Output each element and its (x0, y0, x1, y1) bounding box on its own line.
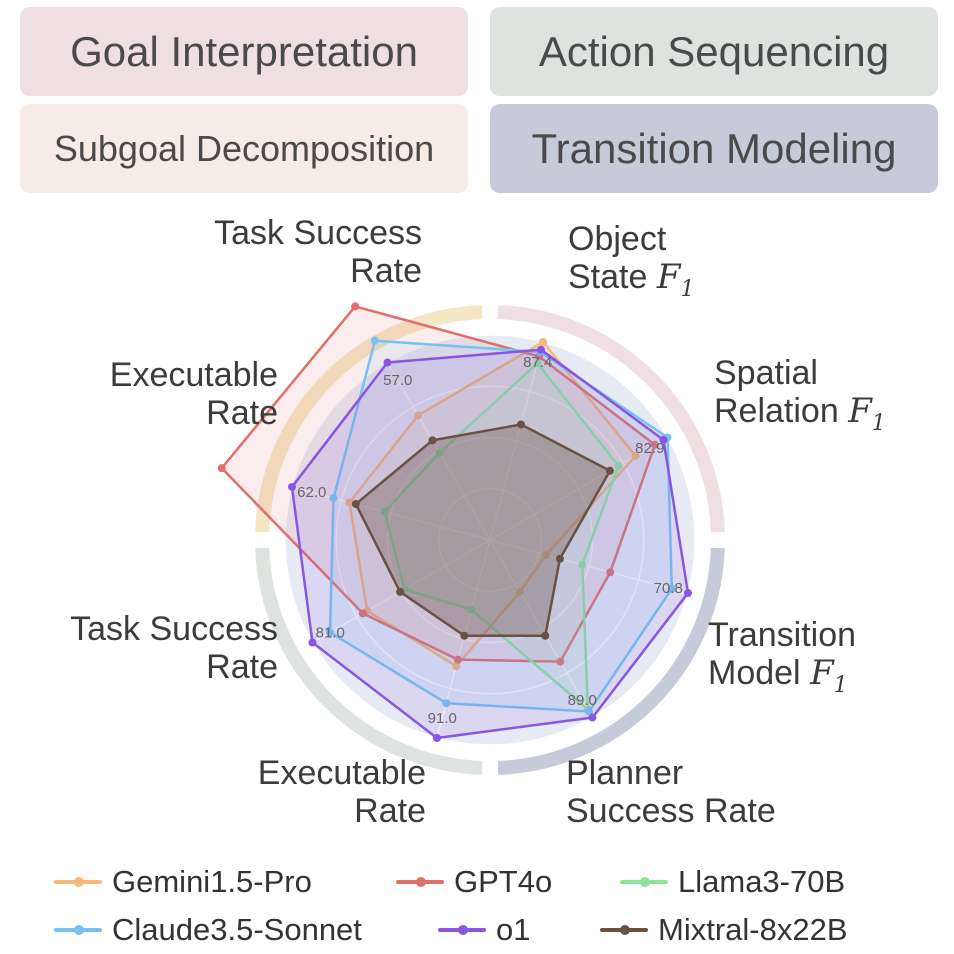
legend-item-gemini: Gemini1.5-Pro (54, 864, 312, 900)
series-GPT4o (217, 302, 659, 666)
grid-ring (335, 385, 645, 695)
axis-max-label: 81.0 (316, 624, 345, 641)
axis-label-goal-task-success: Task Success Rate (214, 214, 422, 290)
legend-swatch (54, 877, 102, 887)
axis-label-exec-bottom: Executable Rate (257, 754, 426, 830)
data-point-Gemini1.5-Pro-1 (631, 451, 640, 460)
series-o1 (287, 345, 693, 743)
data-point-Llama3-70B-4 (467, 605, 476, 614)
series-Mixtral-8x22B (351, 420, 614, 640)
series-Claude3.5-Sonnet (325, 336, 676, 716)
data-point-Claude3.5-Sonnet-5 (325, 628, 334, 637)
data-point-Llama3-70B-1 (614, 461, 623, 470)
grid-spoke (489, 539, 689, 594)
legend-item-mixtral: Mixtral-8x22B (600, 912, 848, 948)
data-point-Llama3-70B-2 (578, 560, 587, 569)
legend-item-llama: Llama3-70B (620, 864, 845, 900)
data-point-Mixtral-8x22B-7 (428, 436, 437, 445)
legend-swatch (438, 925, 486, 935)
data-point-Gemini1.5-Pro-7 (414, 411, 423, 420)
category-subgoal-decomposition: Subgoal Decomposition (20, 104, 468, 193)
data-point-Mixtral-8x22B-5 (396, 587, 405, 596)
data-point-Claude3.5-Sonnet-3 (585, 707, 594, 716)
axis-label-exec-left: Executable Rate (109, 356, 278, 432)
axis-label-task-success-left: Task Success Rate (70, 610, 278, 686)
data-point-Mixtral-8x22B-0 (516, 420, 525, 429)
data-point-Mixtral-8x22B-2 (555, 554, 564, 563)
data-point-GPT4o-5 (358, 609, 367, 618)
data-point-Mixtral-8x22B-6 (351, 500, 360, 509)
legend-item-claude: Claude3.5-Sonnet (54, 912, 362, 948)
axis-max-label: 57.0 (383, 372, 412, 389)
legend-swatch (396, 877, 444, 887)
data-point-Claude3.5-Sonnet-6 (329, 494, 338, 503)
data-point-Mixtral-8x22B-4 (460, 631, 469, 640)
data-point-Claude3.5-Sonnet-7 (370, 336, 379, 345)
data-point-o1-2 (684, 589, 693, 598)
arc-subgoal-decomposition (255, 305, 483, 533)
data-point-o1-7 (383, 358, 392, 367)
legend-swatch (620, 877, 668, 887)
axis-max-label: 89.0 (568, 692, 597, 709)
axis-max-label: 87.4 (523, 354, 552, 371)
data-point-GPT4o-1 (650, 440, 659, 449)
data-point-Gemini1.5-Pro-4 (452, 662, 461, 671)
data-point-Gemini1.5-Pro-0 (539, 337, 548, 346)
axis-max-label: 70.8 (654, 580, 683, 597)
category-transition-modeling: Transition Modeling (490, 104, 938, 193)
legend-swatch (600, 925, 648, 935)
category-goal-interpretation: Goal Interpretation (20, 7, 468, 96)
radar-chart: 87.4 82.9 70.8 89.0 91.0 81.0 62.0 57.0 (217, 302, 725, 775)
arc-transition-modeling (497, 547, 725, 775)
data-point-Gemini1.5-Pro-6 (345, 498, 354, 507)
legend: Gemini1.5-Pro GPT4o Llama3-70B Claude3.5… (0, 860, 954, 954)
axis-label-transition-model: Transition Model F1 (708, 616, 857, 698)
category-action-sequencing: Action Sequencing (490, 7, 938, 96)
data-point-Llama3-70B-7 (435, 448, 444, 457)
data-point-GPT4o-7 (351, 302, 360, 311)
data-point-Llama3-70B-0 (533, 359, 542, 368)
data-point-o1-6 (287, 482, 296, 491)
series-Gemini1.5-Pro (345, 337, 640, 671)
data-point-Llama3-70B-6 (380, 507, 389, 516)
data-point-o1-4 (432, 734, 441, 743)
axis-max-label: 62.0 (297, 484, 326, 501)
grid-ring (438, 488, 542, 592)
data-point-Claude3.5-Sonnet-2 (667, 584, 676, 593)
data-point-o1-0 (536, 345, 545, 354)
grid-spoke (489, 539, 594, 718)
data-point-o1-1 (659, 435, 668, 444)
axis-label-planner-success: Planner Success Rate (566, 754, 776, 830)
data-point-o1-3 (588, 713, 597, 722)
axis-max-label: 91.0 (428, 710, 457, 727)
arc-goal-interpretation (497, 305, 725, 533)
data-point-GPT4o-6 (217, 464, 226, 473)
grid-spoke (489, 341, 544, 541)
data-point-Mixtral-8x22B-3 (541, 631, 550, 640)
legend-item-o1: o1 (438, 912, 530, 948)
legend-swatch (54, 925, 102, 935)
data-point-Mixtral-8x22B-1 (605, 466, 614, 475)
data-point-o1-5 (308, 638, 317, 647)
data-point-GPT4o-2 (606, 568, 615, 577)
data-point-GPT4o-3 (556, 657, 565, 666)
axis-label-object-state: Object State F1 (568, 220, 695, 302)
axis-max-label: 82.9 (635, 440, 664, 457)
grid-spoke (291, 486, 491, 541)
legend-item-gpt4o: GPT4o (396, 864, 552, 900)
arc-action-sequencing (255, 547, 483, 775)
data-point-Gemini1.5-Pro-3 (515, 587, 524, 596)
data-point-Gemini1.5-Pro-2 (541, 550, 550, 559)
data-point-Claude3.5-Sonnet-4 (442, 699, 451, 708)
axis-label-spatial-relation: Spatial Relation F1 (714, 354, 886, 436)
data-point-GPT4o-4 (453, 655, 462, 664)
